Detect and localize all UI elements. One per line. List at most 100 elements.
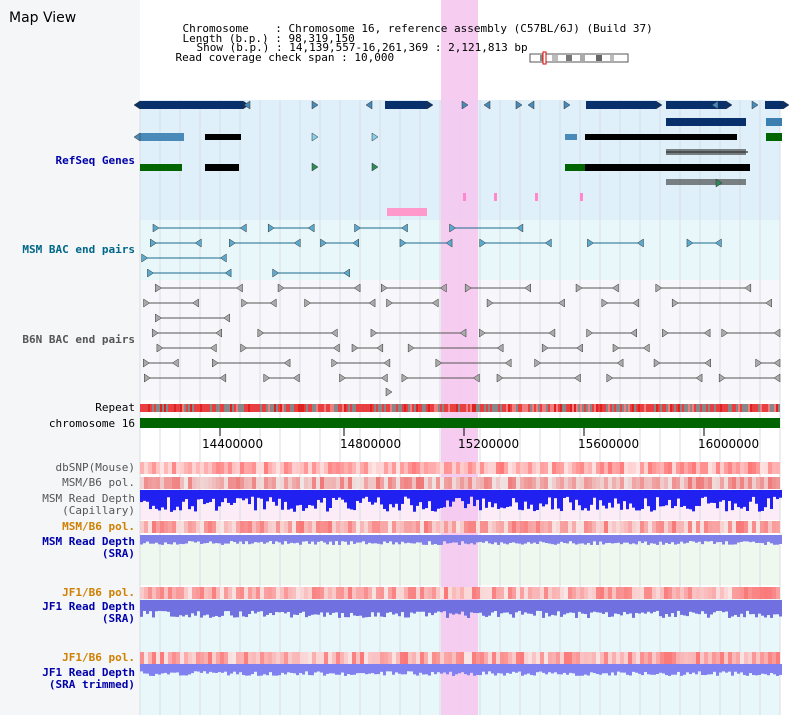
track-label-jf1-b6-pol-1[interactable]: JF1/B6 pol. xyxy=(62,586,135,599)
track-label-jf1-depth-trim-2[interactable]: (SRA trimmed) xyxy=(48,678,135,691)
show-key: Show (b.p.) xyxy=(196,41,270,54)
jf1-sra-depth xyxy=(275,600,278,613)
bac-end-marker xyxy=(435,358,443,368)
jf1-sra-depth xyxy=(290,600,293,618)
repeat-segment xyxy=(152,404,154,412)
jf1-pol-cell xyxy=(392,587,396,599)
jf1-pol-cell xyxy=(196,587,200,599)
jf1-pol-cell xyxy=(712,587,716,599)
track-label-msm-depth-cap-2[interactable]: (Capillary) xyxy=(62,504,135,517)
track-label-msm-depth-sra-2[interactable]: (SRA) xyxy=(101,547,135,560)
msm-pol-cell xyxy=(500,477,504,489)
jf1-pol-cell xyxy=(540,587,544,599)
refseq-gene xyxy=(565,134,577,140)
track-label-msm-bac[interactable]: MSM BAC end pairs xyxy=(22,243,135,256)
gene-arrow xyxy=(725,100,733,110)
track-label-jf1-depth-2[interactable]: (SRA) xyxy=(101,612,135,625)
repeat-segment xyxy=(668,404,670,412)
track-label-dbsnp[interactable]: dbSNP(Mouse) xyxy=(55,461,135,474)
msm-capillary-depth xyxy=(518,490,521,510)
bac-end-marker xyxy=(331,358,339,368)
msm-capillary-depth xyxy=(632,490,635,508)
msm-pol-cell xyxy=(336,477,340,489)
msm-capillary-depth xyxy=(158,490,161,511)
msm-pol-cell xyxy=(356,477,360,489)
jf1-trimmed-depth xyxy=(383,664,386,676)
repeat-segment xyxy=(676,404,678,412)
repeat-segment xyxy=(344,404,346,412)
repeat-segment xyxy=(404,404,406,412)
track-label-jf1-depth-trim-1[interactable]: JF1 Read Depth xyxy=(42,666,135,679)
track-label-jf1-b6-pol-2[interactable]: JF1/B6 pol. xyxy=(62,651,135,664)
dbsnp-cell xyxy=(584,462,588,474)
repeat-segment xyxy=(416,404,418,412)
axis-tick-label: 14400000 xyxy=(202,437,264,451)
repeat-segment xyxy=(260,404,262,412)
msm-sra-depth xyxy=(692,535,695,542)
jf1-trimmed-depth xyxy=(605,664,608,674)
jf1-trimmed-depth xyxy=(188,664,191,675)
msm-capillary-depth xyxy=(473,490,476,507)
repeat-segment xyxy=(610,404,612,412)
jf1-sra-depth xyxy=(269,600,272,614)
track-label-chromosome[interactable]: chromosome 16 xyxy=(48,417,135,430)
msm-pol-cell xyxy=(556,521,560,533)
msm-pol-cell xyxy=(152,521,156,533)
jf1-pol-cell xyxy=(440,587,444,599)
jf1-pol-cell xyxy=(588,652,592,664)
track-label-jf1-depth-1[interactable]: JF1 Read Depth xyxy=(42,600,135,613)
jf1-sra-depth xyxy=(353,600,356,616)
track-label-repeat[interactable]: Repeat xyxy=(95,401,135,414)
refseq-gene xyxy=(666,118,746,126)
jf1-pol-cell xyxy=(264,652,268,664)
dbsnp-cell xyxy=(760,462,764,474)
jf1-pol-cell xyxy=(220,652,224,664)
jf1-sra-depth xyxy=(704,600,707,614)
page-title: Map View xyxy=(9,10,77,26)
jf1-trimmed-depth xyxy=(494,664,497,676)
msm-capillary-depth xyxy=(263,490,266,510)
track-label-msm-depth-cap-1[interactable]: MSM Read Depth xyxy=(42,492,135,505)
jf1-pol-cell xyxy=(340,652,344,664)
msm-sra-depth xyxy=(638,535,641,542)
jf1-pol-cell xyxy=(396,652,400,664)
jf1-trimmed-depth xyxy=(572,664,575,674)
msm-pol-cell xyxy=(200,521,204,533)
track-label-msm-depth-sra-1[interactable]: MSM Read Depth xyxy=(42,535,135,548)
msm-capillary-depth xyxy=(707,490,710,504)
dbsnp-cell xyxy=(332,462,336,474)
bac-end-marker xyxy=(354,223,362,233)
msm-sra-depth xyxy=(689,535,692,542)
bac-end-marker xyxy=(212,358,219,368)
jf1-trimmed-depth xyxy=(209,664,212,672)
jf1-pol-cell xyxy=(716,587,720,599)
msm-pol-cell xyxy=(220,521,224,533)
jf1-sra-depth xyxy=(140,600,143,617)
gene-arrow xyxy=(311,162,319,172)
msm-pol-cell xyxy=(492,477,496,489)
repeat-segment xyxy=(626,404,628,412)
msm-capillary-depth xyxy=(512,490,515,499)
dbsnp-cell xyxy=(700,462,704,474)
jf1-pol-cell xyxy=(464,587,468,599)
msm-pol-cell xyxy=(756,521,760,533)
jf1-pol-cell xyxy=(240,652,244,664)
msm-capillary-depth xyxy=(764,490,767,508)
track-label-refseq[interactable]: RefSeq Genes xyxy=(55,154,135,167)
jf1-sra-depth xyxy=(278,600,281,613)
bac-end-marker xyxy=(445,238,453,248)
msm-sra-depth xyxy=(560,535,563,542)
msm-capillary-depth xyxy=(491,490,494,508)
jf1-sra-depth xyxy=(635,600,638,614)
track-label-b6n-bac[interactable]: B6N BAC end pairs xyxy=(22,333,135,346)
track-label-msm-b6-pol-2[interactable]: MSM/B6 pol. xyxy=(62,520,135,533)
jf1-pol-cell xyxy=(644,587,648,599)
msm-sra-depth xyxy=(323,535,326,543)
repeat-segment xyxy=(700,404,702,412)
dbsnp-cell xyxy=(540,462,544,474)
track-label-msm-b6-pol-1[interactable]: MSM/B6 pol. xyxy=(62,476,135,489)
repeat-segment xyxy=(412,404,414,412)
jf1-trimmed-depth xyxy=(524,664,527,675)
